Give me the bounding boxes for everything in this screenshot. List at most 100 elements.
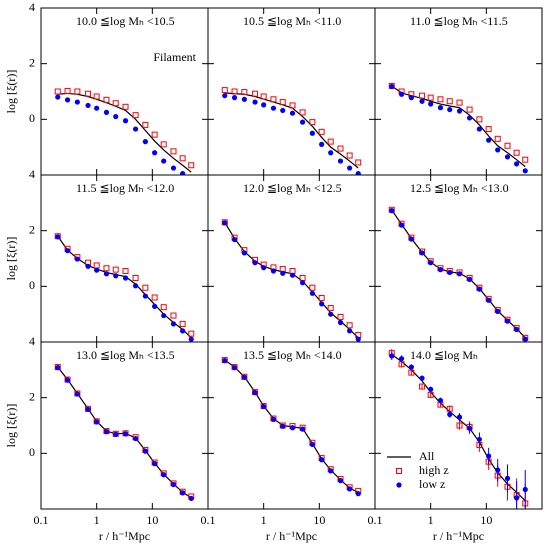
point — [522, 168, 528, 174]
point — [337, 313, 344, 320]
panel-title: 12.5 ≦log Mₕ <13.0 — [410, 181, 509, 195]
point — [447, 106, 453, 113]
point — [74, 99, 80, 105]
point — [456, 422, 463, 429]
point — [270, 268, 277, 274]
point — [122, 103, 129, 110]
point — [456, 414, 463, 420]
point — [299, 280, 306, 286]
point — [161, 158, 167, 164]
point — [476, 286, 482, 292]
point — [309, 130, 315, 136]
x-tick-label: 1 — [428, 513, 434, 527]
point — [188, 162, 195, 169]
point — [241, 250, 247, 256]
point — [309, 441, 315, 448]
point — [270, 105, 277, 111]
point — [428, 260, 434, 266]
point — [64, 377, 71, 383]
point — [112, 100, 119, 107]
point — [260, 93, 267, 100]
point — [112, 266, 119, 273]
point — [74, 88, 81, 95]
point — [289, 272, 296, 278]
point — [398, 356, 405, 362]
point — [241, 89, 248, 96]
panel-frame — [40, 341, 209, 510]
point — [289, 102, 296, 109]
point — [170, 148, 177, 155]
point — [522, 486, 528, 493]
point — [309, 290, 315, 296]
point — [522, 156, 529, 163]
point — [94, 105, 100, 111]
panel — [54, 233, 195, 342]
point — [494, 135, 501, 142]
point — [180, 171, 186, 175]
point — [389, 208, 395, 214]
point — [280, 423, 286, 429]
point — [328, 468, 334, 474]
point — [55, 234, 61, 240]
y-tick-label: 0 — [29, 445, 35, 459]
point — [94, 267, 100, 273]
point — [103, 271, 110, 277]
point — [346, 152, 353, 159]
panel — [221, 87, 362, 175]
point — [486, 297, 492, 303]
point — [103, 429, 110, 435]
panel — [388, 206, 529, 342]
point — [495, 147, 501, 153]
point — [389, 83, 395, 90]
point — [142, 284, 149, 291]
point — [328, 150, 334, 156]
x-tick-label: 10 — [146, 513, 158, 527]
point — [280, 270, 286, 276]
series-line — [57, 92, 192, 173]
point — [54, 88, 61, 95]
point — [103, 265, 110, 272]
point — [514, 495, 520, 501]
point — [252, 99, 258, 105]
point — [522, 336, 528, 342]
point — [437, 267, 444, 273]
point — [466, 106, 473, 113]
point — [289, 425, 296, 431]
point — [299, 119, 306, 125]
point — [122, 431, 129, 437]
point — [309, 119, 316, 126]
point — [495, 467, 501, 473]
point — [252, 260, 258, 266]
point — [222, 358, 228, 364]
legend-marker — [396, 482, 402, 488]
point — [132, 274, 139, 281]
point — [504, 318, 511, 324]
point — [398, 222, 405, 228]
point — [355, 491, 361, 497]
point — [252, 390, 258, 396]
point — [408, 236, 414, 242]
point — [419, 92, 426, 99]
point — [419, 98, 425, 104]
x-tick-label: 0.1 — [34, 513, 49, 527]
point — [151, 294, 158, 301]
legend-label: low z — [419, 477, 445, 491]
point — [513, 149, 520, 156]
y-tick-label: 4 — [29, 0, 35, 14]
point — [476, 116, 483, 123]
point — [309, 284, 316, 291]
point — [495, 308, 501, 314]
y-axis-label: log [ξ(r)] — [4, 237, 18, 281]
x-axis-label: r / h⁻¹Mpc — [266, 529, 317, 543]
point — [327, 305, 334, 312]
point — [466, 115, 473, 121]
point — [437, 105, 444, 111]
point — [180, 490, 186, 496]
point — [132, 112, 139, 119]
series-line — [391, 85, 526, 168]
point — [103, 96, 110, 103]
y-tick-label: 4 — [29, 334, 35, 348]
panel-frame — [207, 7, 376, 176]
point — [231, 365, 238, 371]
